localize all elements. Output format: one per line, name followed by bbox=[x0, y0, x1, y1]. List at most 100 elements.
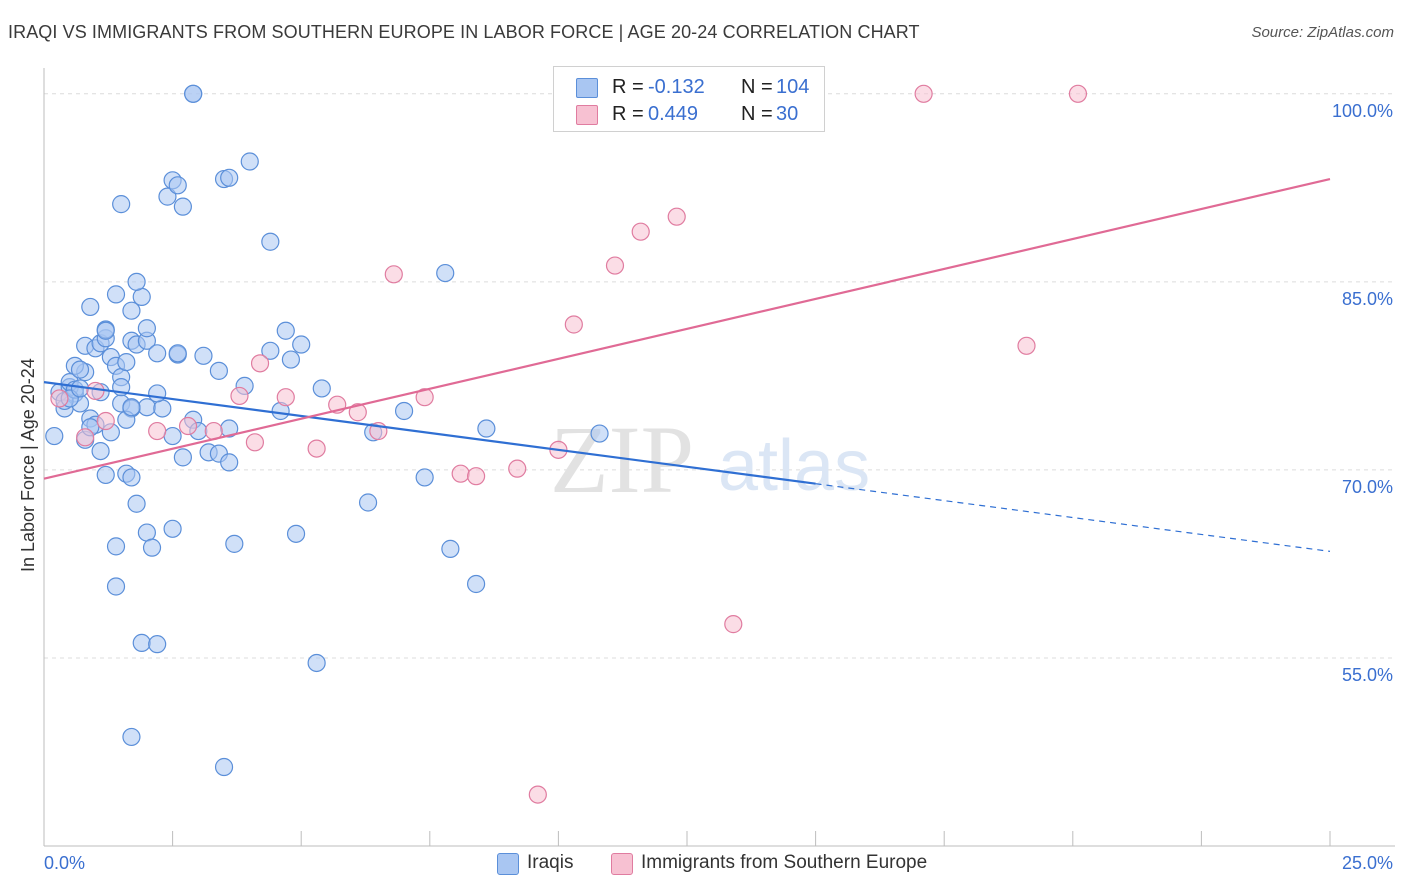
iraqis-trend-line-extension bbox=[815, 483, 1331, 552]
iraqis-point bbox=[261, 232, 280, 251]
iraqis-point bbox=[127, 272, 146, 291]
iraqis-point bbox=[281, 350, 301, 369]
stats-box: R = -0.132 N = 104 R = 0.449 N = 30 bbox=[553, 66, 825, 132]
southern-europe-point bbox=[564, 315, 583, 334]
stats-swatch-southern-europe bbox=[576, 105, 598, 125]
iraqis-point bbox=[148, 384, 167, 403]
iraqis-point bbox=[276, 321, 295, 340]
iraqis-point bbox=[173, 448, 192, 467]
source-label: Source: ZipAtlas.com bbox=[1251, 24, 1394, 41]
southern-europe-point bbox=[250, 354, 270, 373]
iraqis-point bbox=[142, 538, 162, 557]
iraqis-point bbox=[158, 187, 177, 206]
iraqis-point bbox=[477, 419, 496, 438]
iraqis-point bbox=[261, 341, 280, 360]
iraqis-point bbox=[168, 176, 187, 195]
southern-europe-trend-line bbox=[43, 177, 1331, 480]
iraqis-point bbox=[148, 635, 167, 654]
southern-europe-point bbox=[178, 416, 198, 436]
southern-europe-point bbox=[76, 428, 95, 447]
iraqis-point bbox=[163, 426, 182, 446]
southern-europe-point bbox=[96, 411, 115, 431]
iraqis-point bbox=[220, 168, 239, 187]
stats-swatch-iraqis bbox=[576, 78, 598, 98]
iraqis-point bbox=[122, 727, 141, 747]
iraqis-point bbox=[112, 195, 131, 214]
iraqis-point bbox=[214, 757, 234, 777]
legend-label-iraqis: Iraqis bbox=[527, 852, 574, 873]
iraqis-point bbox=[96, 321, 115, 340]
southern-europe-point bbox=[276, 388, 295, 407]
legend-swatch-iraqis bbox=[497, 853, 519, 875]
n-label: N = bbox=[741, 103, 773, 125]
iraqis-point bbox=[415, 468, 434, 487]
iraqis-point bbox=[209, 361, 228, 380]
iraqis-point bbox=[148, 344, 167, 363]
y-tick-label: 55.0% bbox=[1342, 665, 1393, 685]
southern-europe-point bbox=[451, 464, 470, 483]
southern-europe-points bbox=[50, 84, 1088, 804]
n-label: N = bbox=[741, 76, 773, 98]
southern-europe-point bbox=[245, 433, 265, 452]
iraqis-point bbox=[117, 352, 136, 372]
iraqis-point bbox=[307, 653, 326, 673]
iraqis-point bbox=[45, 426, 64, 446]
iraqis-point bbox=[292, 335, 311, 354]
iraqis-point bbox=[106, 577, 126, 596]
southern-europe-point bbox=[1068, 84, 1088, 103]
southern-europe-point bbox=[528, 785, 547, 804]
watermark: ZIP atlas bbox=[550, 406, 870, 513]
southern-europe-point bbox=[348, 403, 367, 422]
southern-europe-point bbox=[631, 222, 650, 241]
iraqis-point bbox=[173, 197, 192, 216]
iraqis-point bbox=[436, 263, 455, 283]
southern-europe-point bbox=[415, 388, 434, 407]
iraqis-point bbox=[153, 399, 172, 418]
iraqis-point bbox=[220, 453, 239, 472]
southern-europe-point bbox=[307, 439, 326, 458]
iraqis-point bbox=[70, 360, 90, 379]
southern-europe-point bbox=[384, 265, 403, 284]
iraqis-point bbox=[91, 441, 110, 461]
y-axis-label: In Labor Force | Age 20-24 bbox=[18, 358, 38, 572]
trend-lines bbox=[43, 177, 1331, 552]
legend-swatch-southern-europe bbox=[611, 853, 633, 875]
iraqis-points bbox=[45, 84, 609, 777]
iraqis-point bbox=[122, 468, 141, 487]
iraqis-point bbox=[225, 534, 244, 553]
watermark-zip: ZIP bbox=[550, 406, 694, 513]
y-tick-label: 85.0% bbox=[1342, 289, 1393, 309]
grid-lines bbox=[44, 93, 1395, 659]
southern-europe-point bbox=[466, 467, 486, 486]
legend-label-southern-europe: Immigrants from Southern Europe bbox=[641, 852, 928, 873]
iraqis-trend-line bbox=[43, 381, 816, 485]
iraqis-point bbox=[466, 574, 486, 594]
iraqis-point bbox=[137, 523, 156, 542]
y-tick-label: 100.0% bbox=[1332, 101, 1393, 121]
iraqis-point bbox=[168, 344, 187, 363]
iraqis-point bbox=[132, 633, 151, 653]
y-tick-label: 70.0% bbox=[1342, 477, 1393, 497]
r-value: -0.132 bbox=[648, 76, 705, 98]
southern-europe-point bbox=[148, 421, 167, 441]
iraqis-point bbox=[81, 297, 100, 317]
iraqis-point bbox=[358, 493, 378, 512]
iraqis-point bbox=[122, 301, 141, 320]
iraqis-point bbox=[163, 519, 182, 538]
iraqis-point bbox=[240, 152, 259, 171]
southern-europe-point bbox=[50, 389, 69, 408]
iraqis-point bbox=[394, 401, 414, 421]
southern-europe-point bbox=[914, 84, 933, 103]
southern-europe-point bbox=[605, 256, 625, 275]
iraqis-point bbox=[590, 424, 609, 443]
iraqis-point bbox=[132, 287, 151, 306]
tick-labels: 100.0% 85.0% 70.0% 55.0% 0.0% 25.0% bbox=[44, 101, 1393, 873]
x-tick-label: 25.0% bbox=[1342, 853, 1393, 873]
southern-europe-point bbox=[1017, 336, 1036, 355]
watermark-atlas: atlas bbox=[718, 426, 870, 506]
iraqis-point bbox=[312, 379, 331, 398]
iraqis-point bbox=[441, 539, 460, 558]
iraqis-point bbox=[127, 494, 146, 513]
axes bbox=[43, 68, 1395, 847]
